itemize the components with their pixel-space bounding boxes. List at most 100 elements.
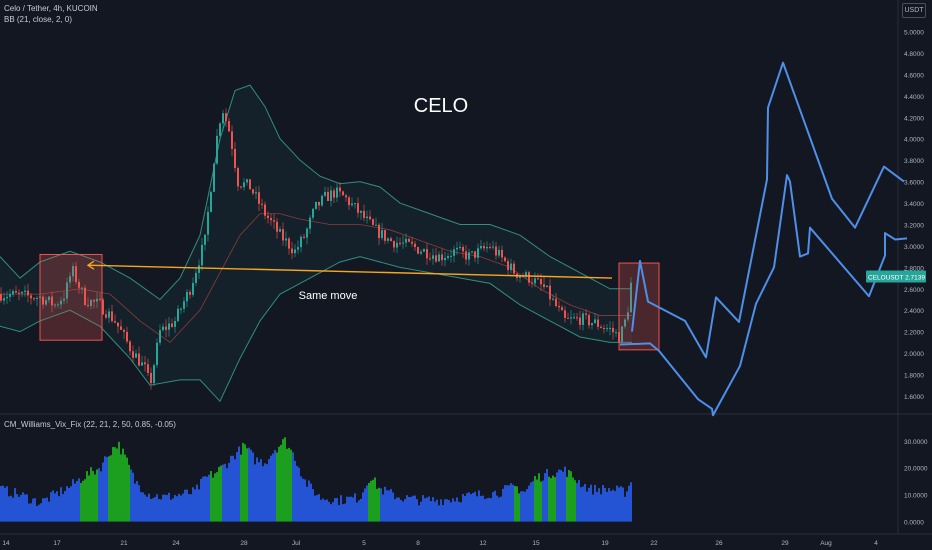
vix-bar	[378, 487, 380, 522]
vix-bar	[538, 473, 540, 522]
candle-body	[504, 257, 506, 262]
vix-bar	[516, 486, 518, 522]
candle-body	[234, 148, 236, 168]
unit-badge[interactable]: USDT	[902, 3, 926, 18]
vix-bar	[0, 486, 2, 522]
vix-bar	[310, 483, 312, 522]
vix-bar	[40, 503, 42, 522]
candle-body	[114, 321, 116, 323]
vix-bar	[186, 489, 188, 522]
vix-bar	[426, 497, 428, 522]
candle-body	[201, 244, 203, 266]
vix-bar	[600, 494, 602, 522]
vix-bar	[598, 488, 600, 522]
vix-bar	[506, 485, 508, 522]
candle-body	[552, 298, 554, 300]
candle-body	[387, 238, 389, 241]
candle-body	[336, 187, 338, 198]
candle-body	[141, 362, 143, 366]
candle-body	[585, 313, 587, 315]
candle-body	[543, 284, 545, 288]
candle-body	[0, 294, 2, 301]
candle-body	[162, 326, 164, 331]
x-tick-label: 21	[120, 540, 128, 547]
vix-y-tick-label: 0.0000	[904, 520, 924, 527]
vix-bar	[602, 485, 604, 522]
bb-upper-line	[0, 84, 632, 301]
vix-bar	[564, 466, 566, 522]
vix-bar	[478, 490, 480, 522]
vix-bar	[244, 444, 246, 522]
vix-bar	[14, 488, 16, 522]
candle-body	[624, 319, 626, 327]
vix-indicator-header: CM_Williams_Vix_Fix (22, 21, 2, 50, 0.85…	[4, 420, 176, 429]
vix-bar	[596, 492, 598, 522]
vix-bar	[192, 487, 194, 522]
vix-bar	[302, 478, 304, 522]
candle-body	[48, 296, 50, 301]
vix-bar	[146, 496, 148, 522]
vix-bar	[232, 455, 234, 522]
vix-bar	[432, 497, 434, 522]
candle-body	[501, 249, 503, 258]
vix-bar	[324, 500, 326, 522]
x-tick-label: 17	[53, 540, 61, 547]
vix-bar	[246, 448, 248, 522]
vix-bar	[160, 499, 162, 522]
vix-bar	[562, 471, 564, 522]
candle-body	[438, 254, 440, 262]
y-tick-label: 2.6000	[904, 287, 924, 294]
vix-bar	[384, 486, 386, 522]
vix-bar	[242, 442, 244, 522]
vix-bar	[152, 498, 154, 522]
y-tick-label: 4.2000	[904, 115, 924, 122]
vix-bar	[346, 496, 348, 522]
vix-bar	[394, 499, 396, 522]
vix-y-tick-label: 20.0000	[904, 466, 928, 473]
vix-bar	[272, 453, 274, 522]
candle-body	[132, 351, 134, 358]
vix-bar	[20, 494, 22, 522]
candle-body	[489, 247, 491, 249]
candle-body	[231, 131, 233, 149]
candle-body	[414, 243, 416, 248]
vix-bar	[358, 500, 360, 522]
price-tag-box	[866, 270, 926, 283]
vix-bar	[630, 482, 632, 522]
vix-bar	[572, 477, 574, 522]
vix-bar	[338, 504, 340, 522]
vix-bar	[134, 483, 136, 522]
vix-bar	[178, 493, 180, 522]
projection-path-upper	[631, 61, 905, 359]
candle-body	[312, 208, 314, 218]
vix-bar	[16, 494, 18, 522]
x-tick-label: 24	[172, 540, 180, 547]
chart-annotation-title: CELO	[414, 95, 468, 117]
candle-body	[408, 238, 410, 242]
vix-bar	[306, 486, 308, 522]
candle-body	[69, 276, 71, 283]
candle-body	[579, 317, 581, 325]
vix-bar	[60, 487, 62, 522]
vix-bar	[318, 494, 320, 522]
candle-body	[447, 256, 449, 259]
vix-bar	[46, 497, 48, 522]
candle-body	[369, 216, 371, 220]
candle-body	[492, 246, 494, 248]
vix-bar	[404, 499, 406, 522]
vix-bar	[622, 487, 624, 522]
y-tick-label: 2.0000	[904, 351, 924, 358]
vix-bar	[162, 494, 164, 522]
candle-body	[426, 249, 428, 259]
vix-bar	[120, 454, 122, 522]
vix-bar	[592, 494, 594, 522]
vix-bar	[80, 482, 82, 522]
x-tick-label: 14	[2, 540, 10, 547]
vix-bar	[476, 496, 478, 522]
candle-body	[480, 246, 482, 249]
vix-bar	[568, 470, 570, 522]
x-tick-label: 12	[479, 540, 487, 547]
vix-bar	[94, 474, 96, 522]
vix-bar	[38, 504, 40, 522]
candle-body	[555, 298, 557, 307]
